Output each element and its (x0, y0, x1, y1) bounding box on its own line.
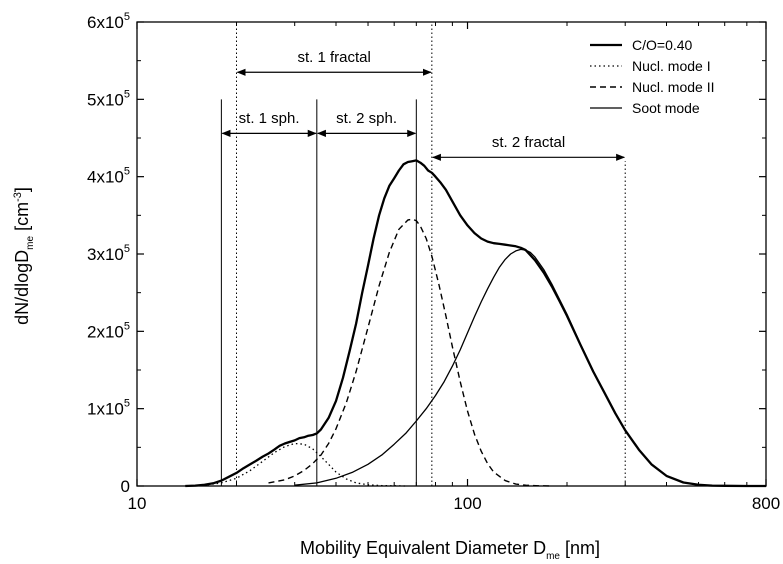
y-axis-title: dN/dlogDme [cm-3] (12, 187, 36, 325)
x-axis-title: Mobility Equivalent Diameter Dme [nm] (300, 538, 600, 562)
y-tick-label: 4x105 (87, 166, 130, 187)
legend-label: Nucl. mode I (632, 58, 711, 74)
y-tick-label: 3x105 (87, 243, 130, 264)
legend-label: Nucl. mode II (632, 79, 714, 95)
y-tick-label: 5x105 (87, 88, 130, 109)
annotation-label: st. 1 sph. (239, 110, 300, 127)
series-line (185, 159, 766, 488)
y-tick-label: 6x105 (87, 11, 130, 32)
legend-label: C/O=0.40 (632, 37, 693, 53)
series-line (294, 248, 766, 487)
annotation-layer: st. 1 fractal st. 1 sph. st. 2 sph. st. 2 f… (220, 22, 626, 486)
x-tick-label: 10 (128, 494, 147, 513)
series-layer (185, 159, 766, 488)
annotation-label: st. 2 sph. (336, 110, 397, 127)
series-line (268, 218, 552, 487)
y-tick-label: 0 (121, 477, 130, 496)
x-tick-label: 100 (453, 494, 481, 513)
legend-label: Soot mode (632, 100, 700, 116)
annotation-label: st. 2 fractal (492, 134, 565, 151)
legend: C/O=0.40 Nucl. mode I Nucl. mode II Soot mo… (590, 37, 714, 116)
y-tick-label: 2x105 (87, 320, 130, 341)
y-tick-label: 1x105 (87, 398, 130, 419)
x-tick-label: 800 (752, 494, 780, 513)
series-line (185, 442, 406, 487)
annotation-label: st. 1 fractal (297, 49, 370, 66)
axes-layer: 10 100 800 0 1x105 2x105 3x105 4x105 5x105 6x105 (87, 11, 780, 513)
